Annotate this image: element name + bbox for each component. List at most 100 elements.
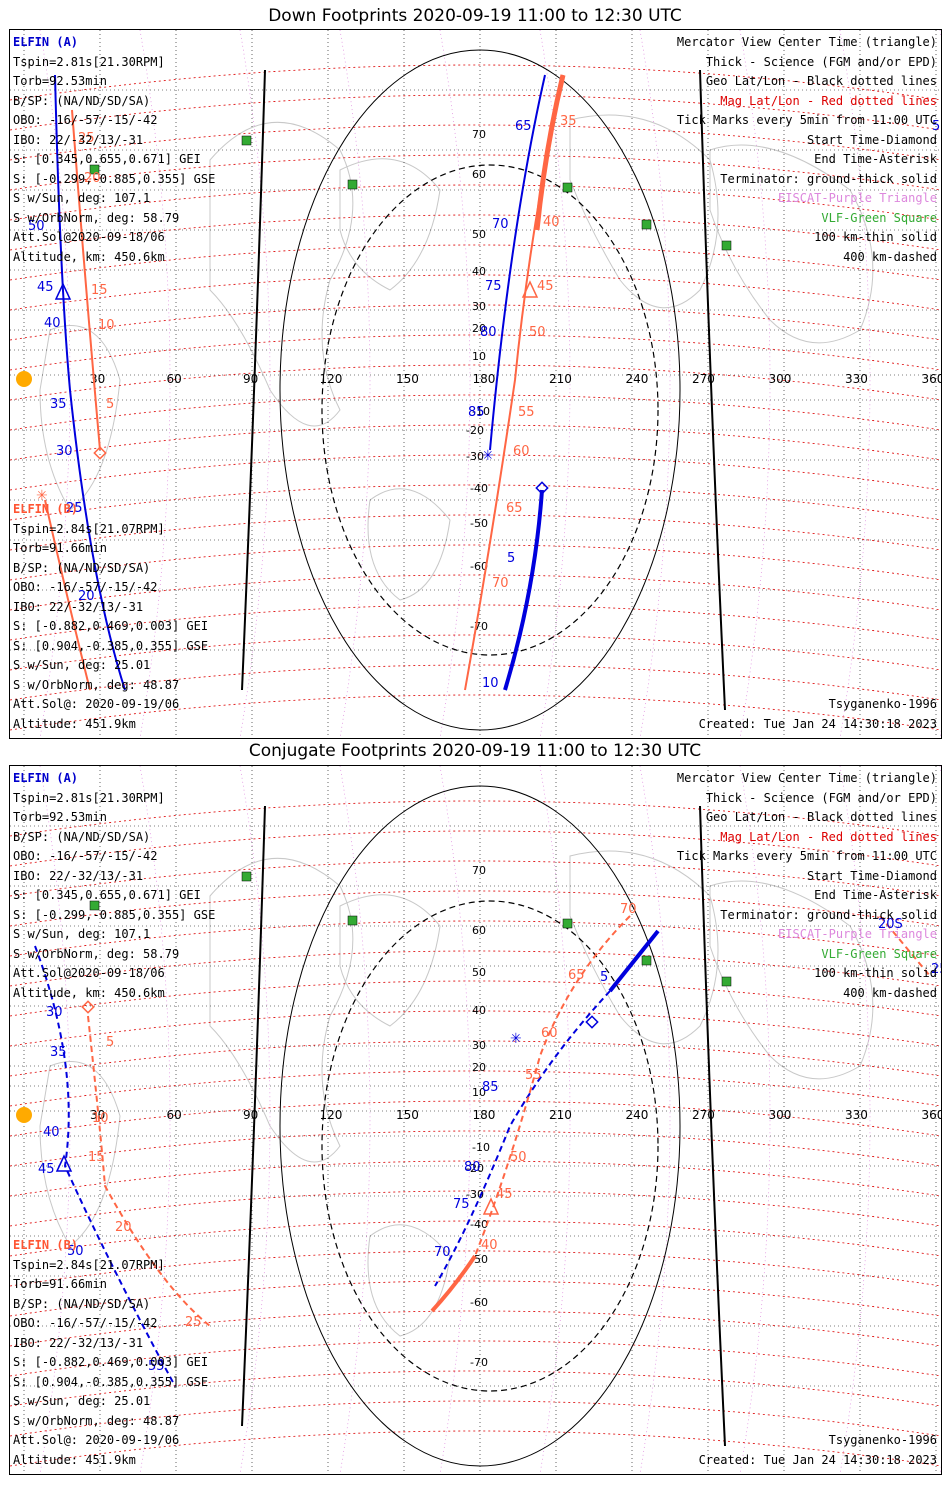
elfin-b-tick-label: 10 [98,318,115,333]
lon-tick-label: 90 [243,372,258,386]
legend: Mercator View Center Time (triangle) Thi… [677,769,937,1003]
legend-vlf: VLF-Green Square [821,210,937,225]
landmass-outline [339,158,441,291]
elfin-a-tick-label: 45 [37,280,54,295]
lon-tick-label: 300 [769,1108,792,1122]
lon-tick-label: 60 [167,1108,182,1122]
mag-lat-line [10,334,941,371]
elfin-a-tick-label: 25 [931,962,941,977]
map-canvas: 30 60 90 120 150 180 210 240 270 300 330 360 70 60 50 4… [10,30,941,738]
vlf-square [241,135,252,146]
elfin-a-tick-label: 35 [50,1045,67,1060]
created-label: Created: Tue Jan 24 14:30:18 2023 [698,1453,937,1467]
vlf-square [641,219,652,230]
lat-tick-label: -50 [470,517,488,530]
lat-tick-label: -40 [470,482,488,495]
elfin-b-tick-label: 65 [506,501,523,516]
mag-lon-line [839,30,871,738]
elfin-b-header: ELFIN (B) [13,1238,79,1252]
vlf-square [89,164,100,175]
mag-lat-line [10,1160,941,1197]
mag-lon-line [639,766,671,1474]
terminator-line [699,69,726,711]
elfin-b-header: ELFIN (B) [13,502,79,516]
elfin-b-tick-label: 20 [84,171,101,186]
mag-lat-line [10,364,941,401]
model-label: Tsyganenko-1996 [828,1433,937,1447]
elfin-a-tick-label: 25 [66,501,83,516]
lon-tick-label: 120 [320,372,343,386]
elfin-a-tick-label: 10 [482,676,499,691]
elfin-a-tick-label: 30 [46,1005,63,1020]
lat-tick-label: 30 [472,300,486,313]
lat-tick-label: -10 [472,1141,490,1154]
start-diamond [585,1015,599,1029]
model-label: Tsyganenko-1996 [828,697,937,711]
elfin-a-tick-label: 65 [515,119,532,134]
legend-ticks: Tick Marks every 5min from 11:00 UTC [676,849,937,863]
mag-lat-line [10,860,941,897]
mag-lat-line [10,1250,941,1287]
start-diamond [81,1000,95,1014]
conjugate-footprints-panel: 30 60 90 120 150 180 210 240 270 300 330 360 70 60 50 4… [9,765,942,1475]
mag-lat-line [10,604,941,641]
lat-tick-label: 70 [472,864,486,877]
lon-tick-label: 60 [167,372,182,386]
mag-lat-line [10,124,941,161]
elfin-b-science-track [534,74,566,231]
legend-geo: Geo Lat/Lon - Black dotted lines [705,74,937,88]
legend-view: Mercator View Center Time (triangle) [676,35,937,49]
elfin-a-tick-label: 35 [50,397,67,412]
elfin-a-track [54,74,126,691]
mag-lat-line [10,664,941,701]
elfin-b-track [44,499,91,691]
lon-tick-label: 240 [626,372,649,386]
elfin-a-header: ELFIN (A) [13,771,79,785]
mag-lon-line [239,766,271,1474]
lat-tick-label: 40 [472,265,486,278]
lon-tick-label: 210 [549,1108,572,1122]
landmass-outline [367,488,451,601]
lon-tick-label: 300 [769,372,792,386]
mag-lat-line [10,94,941,131]
mag-lat-line [10,1100,941,1137]
elfin-a-header: ELFIN (A) [13,35,79,49]
lon-tick-label: 180 [473,372,496,386]
mag-lon-line [39,30,71,738]
mag-lat-line [10,514,941,551]
elfin-a-science-track [503,489,544,691]
elfin-b-lines: Tspin=2.84s[21.07RPM] Torb=91.66min B/SP… [13,521,209,731]
mag-lat-line [10,154,941,191]
legend-100km: 100 km-thin solid [814,230,937,244]
elfin-b-tick-label: 25 [185,1315,202,1330]
elfin-a-tick-label: 40 [43,1125,60,1140]
elfin-a-lines: Tspin=2.81s[21.30RPM] Torb=92.53min B/SP… [13,790,216,1000]
created-label: Created: Tue Jan 24 14:30:18 2023 [698,717,937,731]
horizon-100km [279,49,681,731]
center-triangle [482,1197,500,1215]
elfin-b-tick-label: 70 [620,902,637,917]
elfin-a-tick-label: 55 [932,119,941,134]
legend: Mercator View Center Time (triangle) Thi… [677,33,937,267]
sun-icon [16,1107,32,1123]
lon-tick-label: 120 [320,1108,343,1122]
mag-lon-line [339,30,371,738]
lon-tick-label: 330 [845,1108,868,1122]
end-asterisk: ✳ [36,488,48,504]
elfin-b-tick-label: 50 [529,325,546,340]
mag-lat-line [10,274,941,311]
mag-lat-line [10,1220,941,1257]
horizon-400km [321,900,659,1392]
lon-tick-label: 360 [922,1108,942,1122]
mag-lon-line [539,766,571,1474]
mag-lat-line [10,800,941,837]
mag-lon-line [139,30,171,738]
lon-tick-label: 270 [692,1108,715,1122]
panel-title: Conjugate Footprints 2020-09-19 11:00 to… [248,741,702,761]
elfin-b-tick-label: 45 [496,1187,513,1202]
down-footprints-panel: 30 60 90 120 150 180 210 240 270 300 330 360 70 60 50 4… [9,29,942,739]
legend-end: End Time-Asterisk [814,888,937,902]
center-triangle [54,282,72,300]
mag-lon-line [639,30,671,738]
lat-tick-label: 10 [472,350,486,363]
